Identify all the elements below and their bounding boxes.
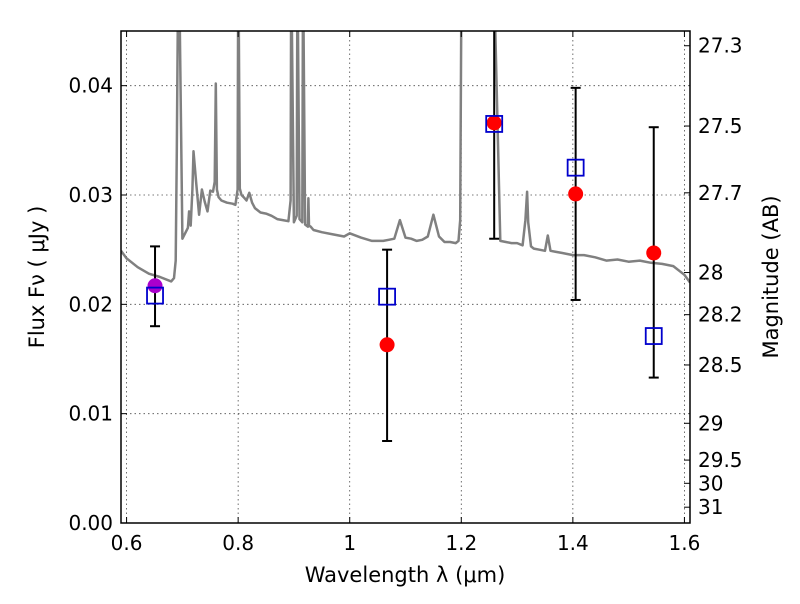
right-tick-label: 28.5 <box>698 353 743 377</box>
model-point <box>566 158 585 177</box>
right-axis-label: Magnitude (AB) <box>759 195 783 358</box>
y-tick-label: 0.00 <box>68 511 113 535</box>
observed-point <box>379 337 395 353</box>
right-tick-label: 27.5 <box>698 114 743 138</box>
observed-point <box>568 186 584 202</box>
y-axis-label: Flux Fν ( μJy ) <box>25 206 49 349</box>
x-tick-label: 0.8 <box>222 531 254 555</box>
x-tick-label: 1.2 <box>445 531 477 555</box>
y-tick-label: 0.01 <box>68 402 113 426</box>
x-tick-label: 0.6 <box>111 531 143 555</box>
x-tick-label: 1 <box>343 531 356 555</box>
right-tick-label: 27.3 <box>698 34 743 58</box>
spectrum-line <box>121 31 690 284</box>
right-tick-label: 28 <box>698 261 723 285</box>
model-point <box>146 286 164 305</box>
right-tick-label: 28.2 <box>698 303 743 327</box>
model-point <box>644 327 663 345</box>
x-axis-label: Wavelength λ (μm) <box>305 563 506 587</box>
right-tick-label: 29.5 <box>698 448 743 472</box>
x-tick-label: 1.4 <box>557 531 589 555</box>
model-point <box>378 287 396 306</box>
axis-ticks: 0.6 0.8 1 1.2 1.4 1.6 0.00 0.01 0.02 0.03 0.04 27.3… <box>68 31 743 555</box>
y-tick-label: 0.04 <box>68 74 113 98</box>
data-marks <box>146 31 663 442</box>
right-tick-label: 31 <box>698 495 723 519</box>
model-point <box>485 115 504 133</box>
observed-point <box>147 278 163 294</box>
observed-point <box>486 115 502 131</box>
y-tick-label: 0.02 <box>68 292 113 316</box>
observed-point <box>646 245 662 261</box>
x-tick-label: 1.6 <box>669 531 701 555</box>
axes-frame <box>120 30 691 524</box>
right-tick-label: 30 <box>698 471 723 495</box>
plot-area <box>121 31 690 284</box>
right-tick-label: 29 <box>698 411 723 435</box>
right-tick-label: 27.7 <box>698 181 743 205</box>
y-tick-label: 0.03 <box>68 183 113 207</box>
